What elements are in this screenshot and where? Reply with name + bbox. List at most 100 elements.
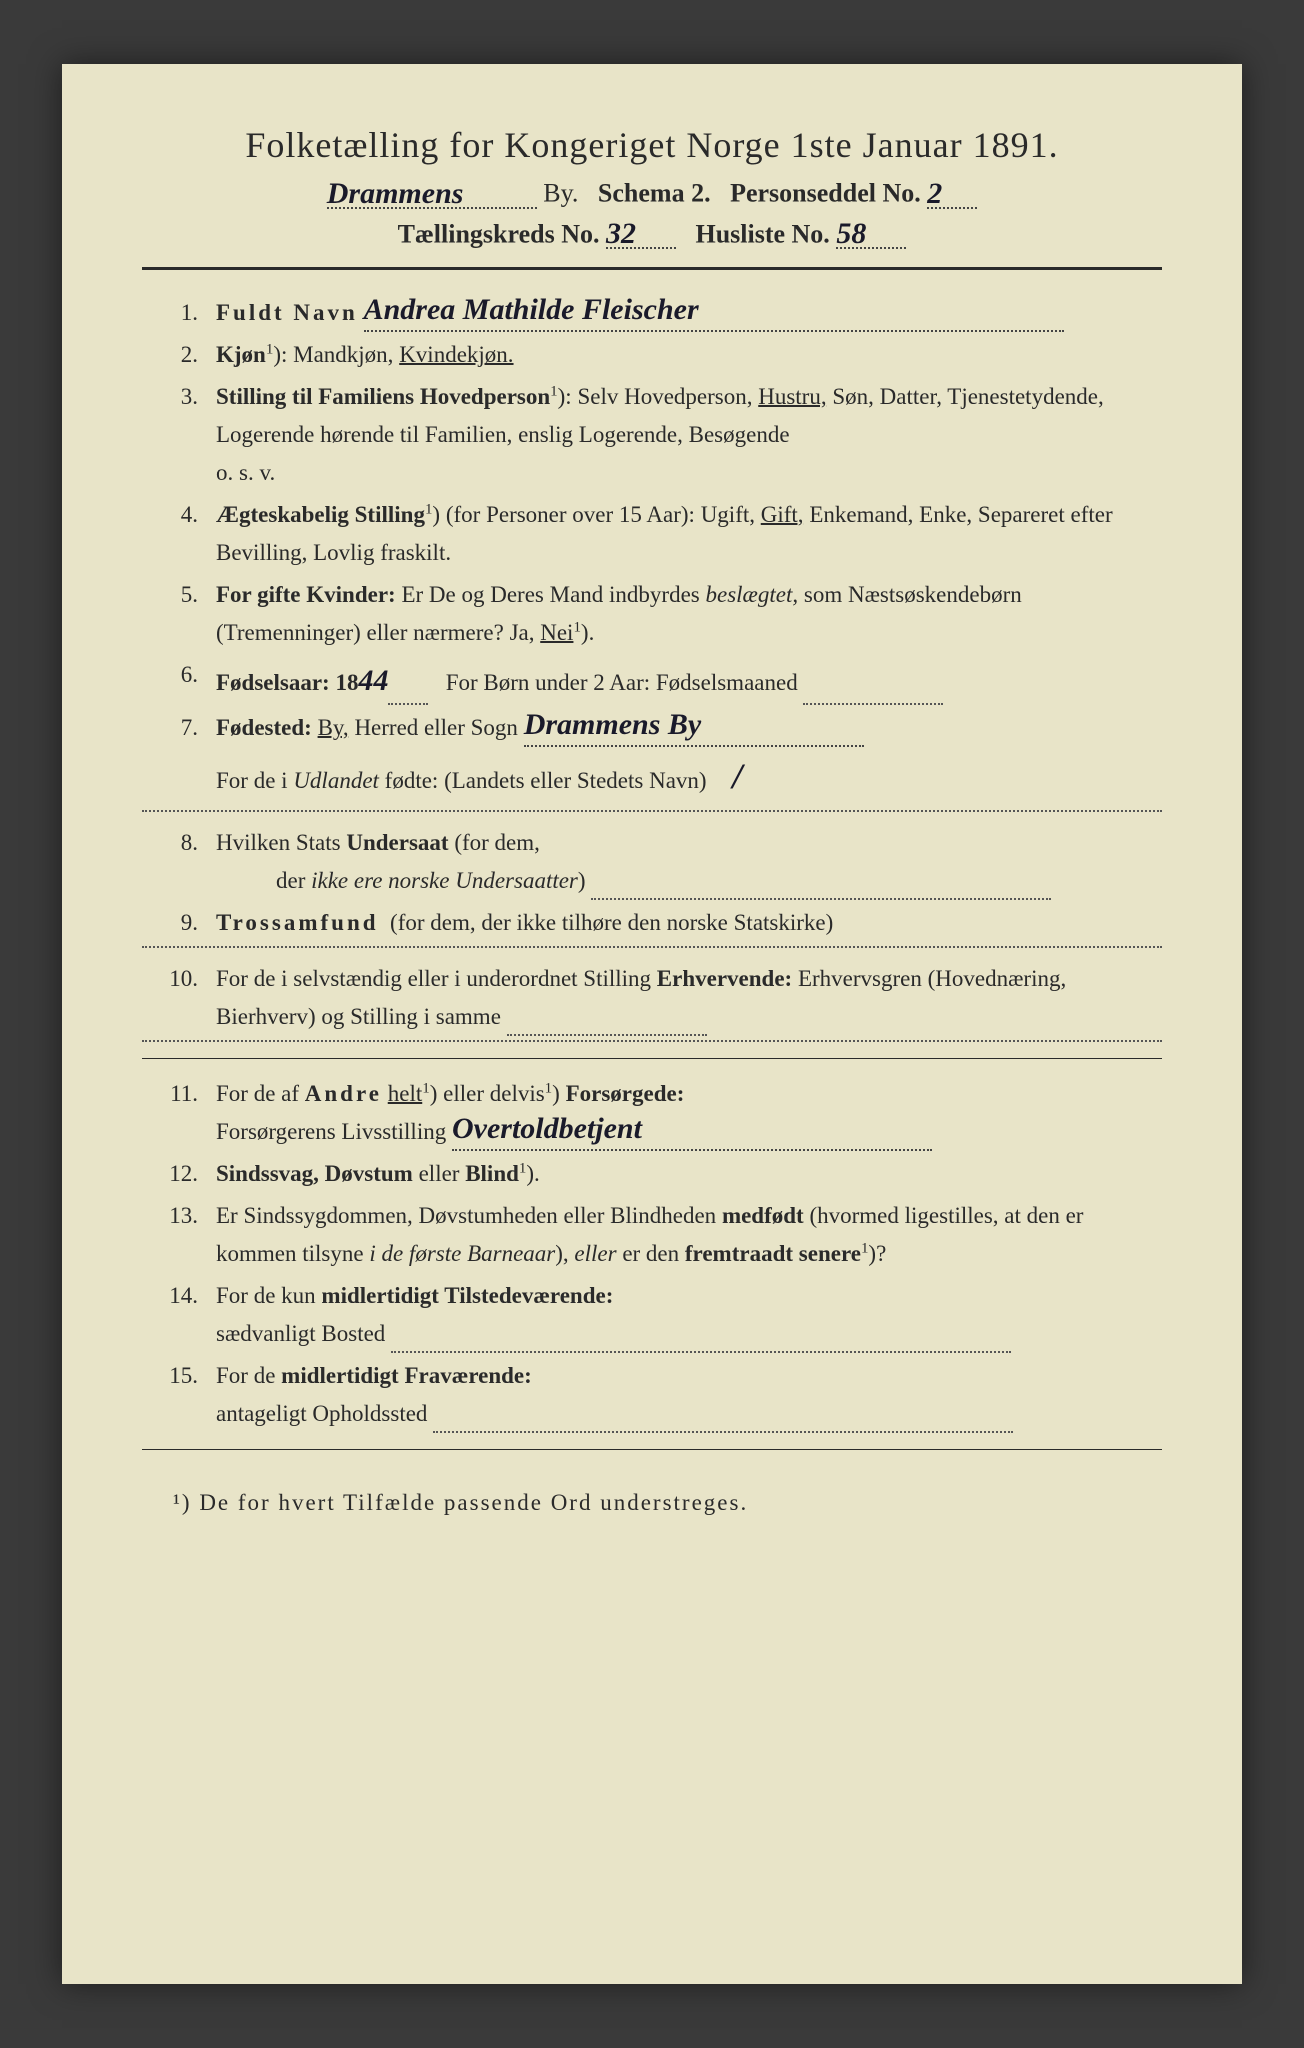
q4-label: Ægteskabelig Stilling bbox=[216, 502, 425, 527]
q4-text-gift: Gift, bbox=[761, 502, 804, 527]
q4-text-a: Ugift, bbox=[701, 502, 755, 527]
q12-b: eller bbox=[419, 1161, 460, 1186]
q11-d: eller delvis bbox=[443, 1081, 545, 1106]
q11-value: Overtoldbetjent bbox=[452, 1104, 642, 1154]
item-2: 2. Kjøn1): Mandkjøn, Kvindekjøn. bbox=[142, 336, 1162, 374]
q11-c: helt bbox=[388, 1081, 423, 1106]
kreds-label: Tællingskreds No. bbox=[398, 219, 600, 248]
item-number: 10. bbox=[142, 960, 216, 1036]
footnote-ref: 1 bbox=[573, 619, 580, 635]
item-number: 4. bbox=[142, 496, 216, 572]
form-title: Folketælling for Kongeriget Norge 1ste J… bbox=[142, 124, 1162, 166]
dotted-rule bbox=[142, 946, 1162, 948]
q7-label: Fødested: bbox=[216, 715, 312, 740]
q13-d: i de første Barneaar bbox=[369, 1241, 555, 1266]
q11-e: Forsørgede: bbox=[566, 1081, 685, 1106]
q15-a: For de bbox=[216, 1363, 275, 1388]
q4-paren: (for Personer over 15 Aar): bbox=[446, 502, 695, 527]
q7-slash: / bbox=[732, 756, 742, 796]
q1-value: Andrea Mathilde Fleischer bbox=[364, 285, 699, 335]
footnote-ref: 1 bbox=[425, 501, 432, 517]
q8-d: der bbox=[216, 868, 305, 893]
footnote-ref: 1 bbox=[266, 341, 273, 357]
item-number: 12. bbox=[142, 1155, 216, 1193]
item-12: 12. Sindssvag, Døvstum eller Blind1). bbox=[142, 1155, 1162, 1193]
q11-f: Forsørgerens Livsstilling bbox=[216, 1119, 446, 1144]
q5-text-a: Er De og Deres Mand indbyrdes bbox=[401, 582, 699, 607]
q14-c: sædvanligt Bosted bbox=[216, 1321, 385, 1346]
q15-b: midlertidigt Fraværende: bbox=[281, 1363, 532, 1388]
q2-opt-mandkjon: Mandkjøn, bbox=[293, 342, 393, 367]
dotted-rule bbox=[142, 1040, 1162, 1042]
item-number: 6. bbox=[142, 656, 216, 706]
q15-c: antageligt Opholdssted bbox=[216, 1401, 427, 1426]
q5-text-nei: Nei bbox=[540, 620, 573, 645]
item-5: 5. For gifte Kvinder: Er De og Deres Man… bbox=[142, 576, 1162, 652]
q13-f: er den bbox=[622, 1241, 679, 1266]
q7-line2c: fødte: (Landets eller Stedets Navn) bbox=[385, 768, 707, 793]
footnote-marker: ¹) bbox=[173, 1490, 192, 1515]
item-15: 15. For de midlertidigt Fraværende: anta… bbox=[142, 1357, 1162, 1433]
q3-text-hustru: Hustru, bbox=[758, 384, 826, 409]
item-number: 14. bbox=[142, 1277, 216, 1353]
q14-b: midlertidigt Tilstedeværende: bbox=[321, 1283, 613, 1308]
item-13: 13. Er Sindssygdommen, Døvstumheden elle… bbox=[142, 1197, 1162, 1273]
item-number: 8. bbox=[142, 824, 216, 900]
q6-rest: For Børn under 2 Aar: Fødselsmaaned bbox=[446, 670, 798, 695]
by-label: By. bbox=[543, 179, 578, 208]
q8-e: ikke ere norske Undersaatter bbox=[311, 868, 578, 893]
q2-opt-kvindekjon: Kvindekjøn. bbox=[399, 342, 513, 367]
q5-text-b: beslægtet, bbox=[705, 582, 798, 607]
q7-line2b: Udlandet bbox=[293, 768, 379, 793]
q6-year-hw: 44 bbox=[358, 664, 388, 697]
q10-a: For de i selvstændig eller i underordnet… bbox=[216, 966, 651, 991]
q8-c: (for dem, bbox=[454, 830, 540, 855]
q10-b: Erhvervende: bbox=[657, 966, 792, 991]
item-14: 14. For de kun midlertidigt Tilstedevære… bbox=[142, 1277, 1162, 1353]
footnote-ref: 1 bbox=[422, 1080, 429, 1096]
divider-top bbox=[142, 267, 1162, 270]
item-number: 2. bbox=[142, 336, 216, 374]
item-9: 9. Trossamfund (for dem, der ikke tilhør… bbox=[142, 904, 1162, 942]
q13-a: Er Sindssygdommen, Døvstumheden eller Bl… bbox=[216, 1203, 716, 1228]
q9-a: Trossamfund bbox=[216, 910, 379, 935]
census-form-page: Folketælling for Kongeriget Norge 1ste J… bbox=[62, 64, 1242, 1984]
item-8: 8. Hvilken Stats Undersaat (for dem, der… bbox=[142, 824, 1162, 900]
footnote-text: De for hvert Tilfælde passende Ord under… bbox=[199, 1490, 748, 1515]
footnote-ref: 1 bbox=[861, 1240, 868, 1256]
item-11: 11. For de af Andre helt1) eller delvis1… bbox=[142, 1075, 1162, 1151]
personseddel-label: Personseddel No. bbox=[730, 179, 921, 208]
q3-text-a: Selv Hovedperson, bbox=[577, 384, 752, 409]
q14-a: For de kun bbox=[216, 1283, 316, 1308]
footnote-ref: 1 bbox=[550, 383, 557, 399]
item-1: 1. Fuldt Navn Andrea Mathilde Fleischer bbox=[142, 294, 1162, 332]
personseddel-no: 2 bbox=[927, 177, 942, 211]
header-row-2: Tællingskreds No. 32 Husliste No. 58 bbox=[142, 219, 1162, 250]
q7-rest: Herred eller Sogn bbox=[354, 715, 518, 740]
item-3: 3. Stilling til Familiens Hovedperson1):… bbox=[142, 378, 1162, 492]
item-number: 5. bbox=[142, 576, 216, 652]
dotted-rule bbox=[142, 810, 1162, 812]
item-number: 3. bbox=[142, 378, 216, 492]
q12-c: Blind bbox=[465, 1161, 519, 1186]
q8-a: Hvilken Stats bbox=[216, 830, 341, 855]
q8-b: Undersaat bbox=[346, 830, 448, 855]
husliste-label: Husliste No. bbox=[695, 219, 829, 248]
q3-label: Stilling til Familiens Hovedperson bbox=[216, 384, 550, 409]
q13-g: fremtraadt senere bbox=[685, 1241, 861, 1266]
q2-label: Kjøn bbox=[216, 342, 266, 367]
husliste-no: 58 bbox=[836, 217, 866, 251]
divider-bottom bbox=[142, 1449, 1162, 1450]
q1-label: Fuldt Navn bbox=[216, 300, 358, 325]
q7-value: Drammens By bbox=[524, 700, 702, 750]
item-7: 7. Fødested: By, Herred eller Sogn Dramm… bbox=[142, 709, 1162, 806]
q5-label: For gifte Kvinder: bbox=[216, 582, 396, 607]
schema-label: Schema 2. bbox=[598, 179, 711, 208]
q3-osv: o. s. v. bbox=[216, 460, 275, 485]
q7-line2: For de i bbox=[216, 768, 288, 793]
q13-b: medfødt bbox=[722, 1203, 804, 1228]
footnote-ref: 1 bbox=[545, 1080, 552, 1096]
item-4: 4. Ægteskabelig Stilling1) (for Personer… bbox=[142, 496, 1162, 572]
footnote: ¹) De for hvert Tilfælde passende Ord un… bbox=[142, 1490, 1162, 1516]
footnote-ref: 1 bbox=[519, 1160, 526, 1176]
